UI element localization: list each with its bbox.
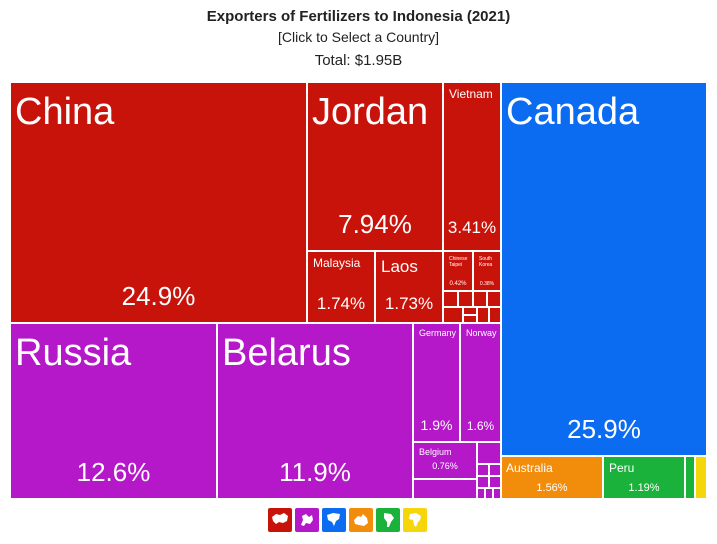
- treemap-value-norway: 1.6%: [467, 419, 495, 433]
- treemap-value-laos: 1.73%: [385, 294, 433, 313]
- africa-icon[interactable]: [403, 508, 427, 532]
- treemap-rect-russia[interactable]: [9, 322, 218, 500]
- treemap-small-cell[interactable]: [442, 306, 464, 324]
- treemap-small-cell[interactable]: [472, 290, 488, 308]
- treemap-small-cell[interactable]: [462, 314, 478, 324]
- treemap-small-cell[interactable]: [488, 306, 502, 324]
- asia-icon[interactable]: [268, 508, 292, 532]
- treemap-value-australia: 1.56%: [536, 482, 567, 494]
- treemap-rect-canada[interactable]: [500, 81, 708, 457]
- treemap-small-cell[interactable]: [462, 306, 478, 316]
- treemap-cell-peru[interactable]: Peru 1.19%: [602, 455, 686, 500]
- treemap-value-germany: 1.9%: [421, 417, 453, 433]
- treemap-small-cell[interactable]: [442, 290, 459, 308]
- treemap-cell-norway[interactable]: Norway 1.6%: [459, 322, 502, 443]
- treemap-cell-jordan[interactable]: Jordan 7.94%: [306, 81, 444, 252]
- treemap-cell-laos[interactable]: Laos 1.73%: [374, 250, 444, 324]
- treemap-value-vietnam: 3.41%: [448, 218, 496, 237]
- treemap-label-canada: Canada: [506, 91, 640, 133]
- treemap-label-jordan: Jordan: [312, 91, 428, 133]
- chart-subtitle[interactable]: [Click to Select a Country]: [277, 29, 440, 45]
- treemap-cell-malaysia[interactable]: Malaysia 1.74%: [306, 250, 376, 324]
- region-legend: [268, 508, 427, 532]
- treemap-cell-russia[interactable]: Russia 12.6%: [9, 322, 218, 500]
- treemap-small-cell[interactable]: [412, 478, 478, 500]
- chart-total: Total: $1.95B: [314, 52, 403, 69]
- treemap-rect-germany[interactable]: [412, 322, 461, 443]
- treemap-rect-norway[interactable]: [459, 322, 502, 443]
- europe-icon[interactable]: [295, 508, 319, 532]
- treemap-label-chinese-taipei: Chinese: [449, 256, 468, 262]
- treemap-value-canada: 25.9%: [567, 414, 641, 444]
- treemap-small-cell[interactable]: [488, 475, 502, 489]
- treemap-value-jordan: 7.94%: [338, 209, 412, 239]
- treemap-rect-vietnam[interactable]: [442, 81, 502, 252]
- treemap-small-cell[interactable]: [684, 455, 696, 500]
- treemap-value-belgium: 0.76%: [432, 461, 458, 471]
- treemap-label-south-korea: South: [479, 256, 492, 262]
- treemap-cell-belgium[interactable]: Belgium 0.76%: [412, 441, 478, 480]
- treemap-rect-belarus[interactable]: [216, 322, 414, 500]
- treemap-label-russia: Russia: [15, 332, 132, 374]
- treemap-value-russia: 12.6%: [77, 457, 151, 487]
- treemap-label-south-korea: Korea: [479, 262, 493, 268]
- treemap-label-norway: Norway: [466, 328, 497, 338]
- treemap-label-belarus: Belarus: [222, 332, 351, 374]
- treemap-small-cell[interactable]: [694, 455, 708, 500]
- treemap-small-cell[interactable]: [492, 487, 502, 500]
- treemap-small-cell[interactable]: [476, 441, 502, 465]
- treemap-value-peru: 1.19%: [628, 482, 659, 494]
- treemap-small-cell[interactable]: [457, 290, 474, 308]
- treemap-cell-germany[interactable]: Germany 1.9%: [412, 322, 461, 443]
- chart-title: Exporters of Fertilizers to Indonesia (2…: [206, 8, 511, 25]
- treemap-cell-canada[interactable]: Canada 25.9%: [500, 81, 708, 457]
- treemap-rect-china[interactable]: [9, 81, 308, 324]
- treemap-label-vietnam: Vietnam: [449, 87, 493, 101]
- treemap-label-belgium: Belgium: [419, 447, 452, 457]
- treemap-small-cell[interactable]: [476, 306, 490, 324]
- south-america-icon[interactable]: [376, 508, 400, 532]
- treemap-label-malaysia: Malaysia: [313, 256, 361, 270]
- treemap-cell-australia[interactable]: Australia 1.56%: [500, 455, 604, 500]
- treemap-small-cell[interactable]: [476, 487, 486, 500]
- treemap-label-chinese-taipei: Taipei: [449, 262, 462, 268]
- treemap-small-cell[interactable]: [484, 487, 494, 500]
- treemap-cell-china[interactable]: China 24.9%: [9, 81, 308, 324]
- treemap-small-cell[interactable]: [476, 463, 490, 477]
- treemap-value-belarus: 11.9%: [279, 457, 351, 487]
- treemap-cell-vietnam[interactable]: Vietnam 3.41%: [442, 81, 502, 252]
- treemap-label-peru: Peru: [609, 461, 634, 475]
- treemap-value-south-korea: 0.38%: [480, 281, 495, 287]
- treemap-cell-belarus[interactable]: Belarus 11.9%: [216, 322, 414, 500]
- north-america-icon[interactable]: [322, 508, 346, 532]
- treemap-label-laos: Laos: [381, 257, 418, 276]
- treemap-value-china: 24.9%: [122, 281, 196, 311]
- treemap-value-chinese-taipei: 0.42%: [449, 281, 467, 287]
- oceania-icon[interactable]: [349, 508, 373, 532]
- treemap-small-cell[interactable]: [486, 290, 502, 308]
- treemap-label-australia: Australia: [506, 461, 553, 475]
- treemap-small-cell[interactable]: [488, 463, 502, 477]
- treemap-label-germany: Germany: [419, 328, 457, 338]
- treemap-small-cell[interactable]: [476, 475, 490, 489]
- treemap-rect-laos[interactable]: [374, 250, 444, 324]
- treemap-label-china: China: [15, 91, 115, 133]
- treemap-value-malaysia: 1.74%: [317, 294, 365, 313]
